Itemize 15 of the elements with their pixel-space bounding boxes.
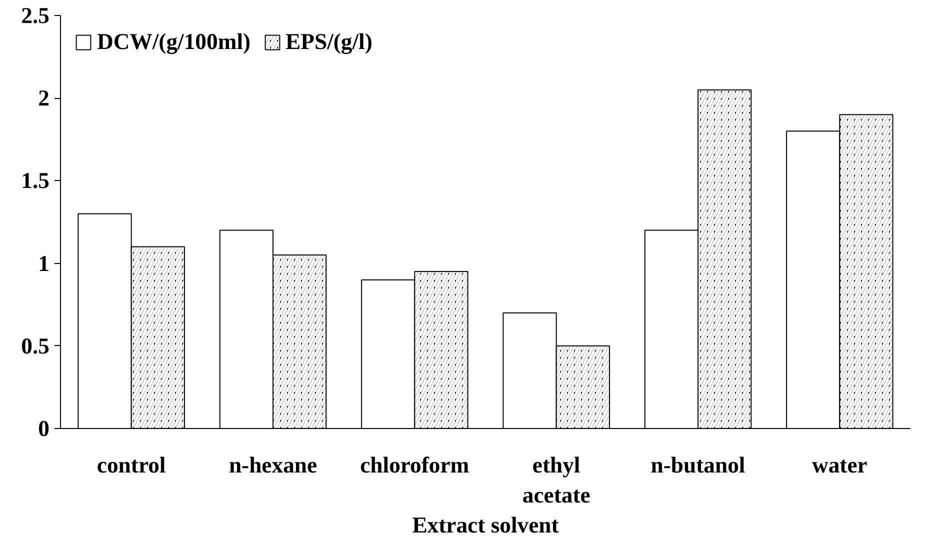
legend-label: DCW/(g/100ml) (97, 29, 251, 55)
y-tick-label: 2 (38, 86, 50, 111)
x-tick-label: control (96, 452, 166, 478)
x-tick-label: water (812, 452, 868, 478)
x-tick-label: ethyl acetate (522, 452, 590, 508)
x-axis-title: Extract solvent (412, 512, 560, 538)
y-tick-label: 1.5 (21, 168, 50, 194)
x-tick-label: n-hexane (228, 452, 318, 478)
y-tick-label: 0.5 (21, 333, 50, 358)
y-tick-label: 0 (38, 416, 50, 441)
legend-label: EPS/(g/l) (286, 29, 372, 55)
y-tick-label: 2.5 (21, 3, 50, 28)
x-tick-label: chloroform (360, 452, 470, 478)
y-tick-label: 1 (38, 250, 50, 276)
x-tick-label: n-butanol (650, 452, 746, 478)
